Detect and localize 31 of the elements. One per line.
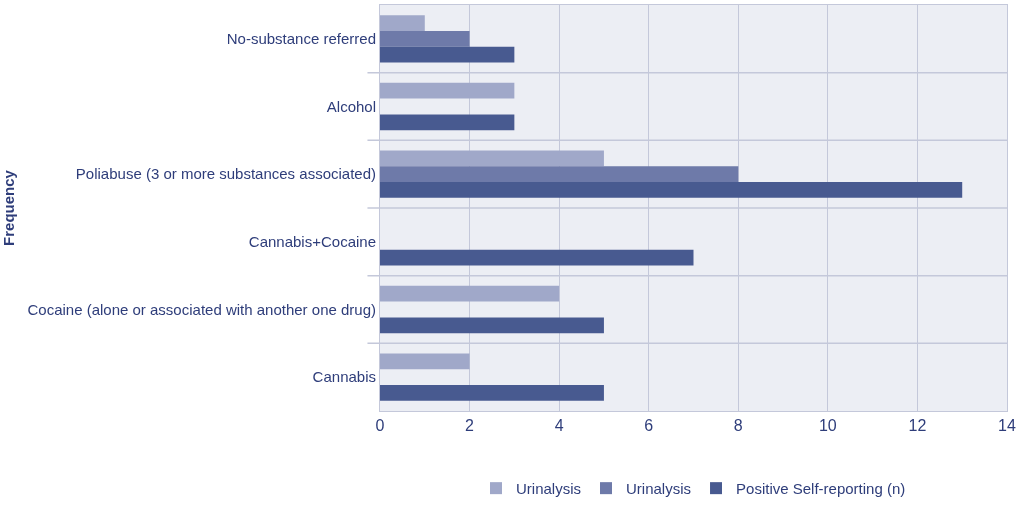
bar	[380, 285, 560, 302]
bar	[380, 82, 515, 99]
x-tick-label: 6	[644, 417, 654, 435]
bar	[380, 30, 470, 47]
bar	[380, 317, 604, 334]
y-tick-label: Cocaine (alone or associated with another one drug)	[27, 300, 376, 318]
x-tick-label: 2	[465, 417, 475, 435]
x-tick-label: 14	[998, 417, 1016, 435]
legend-label: Urinalysis	[626, 480, 692, 497]
bar	[380, 150, 604, 167]
bar	[380, 15, 425, 31]
x-tick-label: 4	[554, 417, 564, 435]
bar	[380, 353, 470, 370]
legend-label: Positive Self-reporting (n)	[736, 480, 906, 497]
x-tick-label: 8	[733, 417, 743, 435]
x-tick-label: 12	[908, 417, 927, 435]
y-tick-label: No-substance referred	[226, 30, 376, 48]
legend-label: Urinalysis	[516, 480, 582, 497]
y-tick-label: Poliabuse (3 or more substances associated)	[75, 165, 376, 183]
bar	[380, 385, 604, 401]
y-tick-label: Cannabis	[312, 368, 376, 386]
bar	[380, 166, 739, 183]
y-tick-label: Cannabis+Cocaine	[248, 233, 376, 251]
bar	[380, 182, 963, 198]
x-tick-label: 0	[375, 417, 385, 435]
x-tick-label: 10	[818, 417, 837, 435]
bar	[380, 249, 694, 266]
bar	[380, 114, 515, 131]
bar	[380, 46, 515, 63]
y-axis-title: Frequency	[0, 169, 17, 246]
y-tick-label: Alcohol	[326, 97, 376, 115]
